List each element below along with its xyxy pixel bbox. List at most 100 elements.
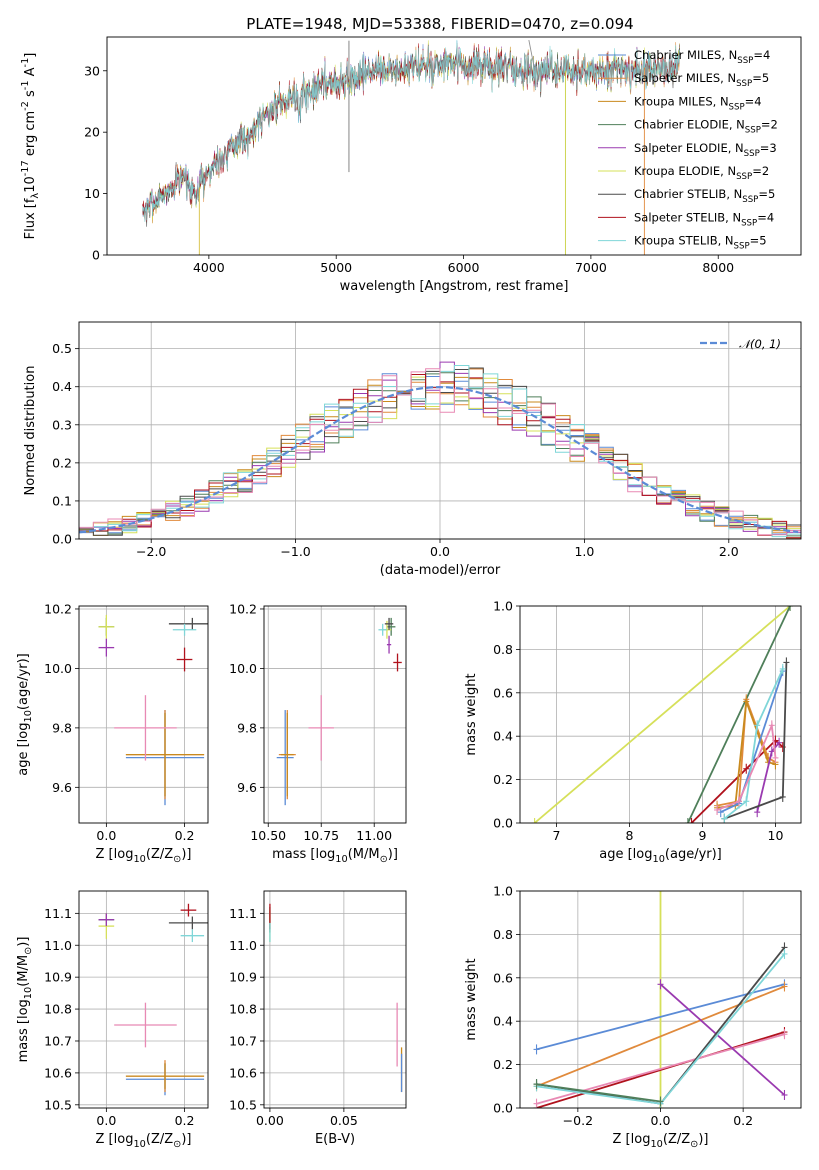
- y-tick-label: 10.0: [229, 661, 257, 676]
- x-axis-label: Z [log10​(Z/Z⊙​)]: [96, 847, 192, 865]
- panel-mass-vs-EBV: 0.00 0.05 10.5 10.6 10.7 10.8 10.9 11.0 11.1 E(B-…: [229, 890, 407, 1147]
- y-tick-label: 10.8: [44, 1002, 72, 1017]
- panel-age-vs-mass: 10.50 10.75 11.00 9.6 9.8 10.0 10.2 mass [log10…: [229, 601, 407, 865]
- x-tick-label: 0.0: [430, 544, 450, 559]
- axes-frame: [263, 890, 407, 1109]
- plot-area: [531, 606, 794, 823]
- y-tick-label: 0.4: [493, 729, 513, 744]
- y-tick-label: 0: [92, 248, 100, 263]
- legend-entry: Kroupa ELODIE, NSSP​=2: [634, 164, 769, 182]
- panel-mass-vs-Z: 0.0 0.2 10.5 10.6 10.7 10.8 10.9 11.0 11.1 Z [log…: [16, 890, 209, 1150]
- y-tick-label: 10.7: [229, 1033, 257, 1048]
- x-tick-label: 8: [626, 828, 634, 843]
- x-tick-label: 0.0: [651, 1113, 671, 1128]
- y-tick-label: 10.6: [44, 1065, 72, 1080]
- figure-title: PLATE=1948, MJD=53388, FIBERID=0470, z=0…: [246, 15, 633, 33]
- legend-entry: 𝒩(0, 1): [739, 337, 781, 351]
- y-tick-label: 30: [84, 63, 100, 78]
- y-tick-label: 10.2: [229, 601, 257, 616]
- legend-entry: Salpeter MILES, NSSP​=5: [634, 71, 769, 89]
- y-tick-label: 10.8: [229, 1002, 257, 1017]
- panel-spectrum: 4000 5000 6000 7000 8000 0 10 20 30 wavelength [A…: [20, 36, 802, 294]
- y-axis-label: mass [log10​(M/M⊙​)]: [16, 937, 34, 1063]
- legend-entry: Chabrier ELODIE, NSSP​=2: [634, 118, 778, 136]
- x-axis-label: wavelength [Angstrom, rest frame]: [340, 279, 569, 294]
- x-tick-label: 9: [698, 828, 706, 843]
- y-tick-label: 0.0: [493, 1101, 513, 1116]
- y-tick-label: 10.2: [44, 601, 72, 616]
- y-tick-label: 10: [84, 186, 100, 201]
- axes-frame: [78, 605, 209, 824]
- weight-line: [723, 668, 784, 820]
- x-tick-label: 7: [553, 828, 561, 843]
- x-tick-label: 10.75: [303, 828, 339, 843]
- x-axis-label: (data-model)/error: [380, 563, 501, 578]
- x-tick-label: 10.50: [250, 828, 286, 843]
- y-tick-label: 11.1: [229, 906, 257, 921]
- axes-frame: [106, 36, 802, 256]
- y-tick-label: 10.6: [229, 1065, 257, 1080]
- x-tick-label: −1.0: [280, 544, 310, 559]
- plot-area: [79, 361, 801, 539]
- legend: Chabrier MILES, NSSP​=4 Salpeter MILES, N…: [598, 48, 778, 252]
- y-tick-label: 0.8: [493, 642, 513, 657]
- legend-entry: Kroupa MILES, NSSP​=4: [634, 94, 762, 112]
- y-tick-label: 9.6: [237, 780, 257, 795]
- axes-frame: [519, 605, 802, 824]
- y-tick-label: 0.5: [52, 341, 72, 356]
- x-tick-label: 0.00: [256, 1113, 284, 1128]
- y-tick-label: 0.2: [493, 1057, 513, 1072]
- x-axis-label: E(B-V): [315, 1132, 355, 1147]
- x-tick-label: 2.0: [719, 544, 739, 559]
- y-axis-label: age [log10​(age/yr)]: [16, 653, 34, 776]
- spectrum-feature: [528, 39, 536, 71]
- x-tick-label: 0.05: [330, 1113, 358, 1128]
- y-tick-label: 0.6: [493, 685, 513, 700]
- weight-line: [536, 1083, 661, 1103]
- y-tick-label: 0.2: [52, 455, 72, 470]
- y-axis-label: mass weight: [464, 673, 479, 755]
- x-tick-label: 0.0: [96, 1113, 116, 1128]
- x-axis-label: mass [log10​(M/M⊙​)]: [272, 847, 398, 865]
- x-tick-label: −0.2: [563, 1113, 593, 1128]
- y-tick-label: 9.8: [52, 720, 72, 735]
- y-tick-label: 1.0: [493, 599, 513, 614]
- y-axis-label: mass weight: [464, 958, 479, 1040]
- y-tick-label: 0.4: [52, 379, 72, 394]
- panel-residuals: −2.0 −1.0 0.0 1.0 2.0 0.0 0.1 0.2 0.3 0.4 0.5 (data…: [23, 321, 802, 578]
- x-tick-label: −2.0: [136, 544, 166, 559]
- weight-line: [536, 1031, 785, 1108]
- axes-frame: [78, 890, 209, 1109]
- y-tick-label: 11.0: [229, 938, 257, 953]
- legend-entry: Kroupa STELIB, NSSP​=5: [634, 234, 767, 252]
- x-tick-label: 0.0: [96, 828, 116, 843]
- weight-line: [534, 606, 791, 823]
- x-axis-label: Z [log10​(Z/Z⊙​)]: [96, 1132, 192, 1150]
- y-axis-label: Flux [fλ​10-17​ erg cm-2​ s-1​ A-1​]: [20, 53, 41, 240]
- plot-area: [533, 891, 788, 1108]
- x-tick-label: 6000: [448, 260, 480, 275]
- y-tick-label: 9.6: [52, 780, 72, 795]
- legend-entry: Chabrier STELIB, NSSP​=5: [634, 187, 775, 205]
- x-tick-label: 7000: [575, 260, 607, 275]
- plot-area: [98, 614, 208, 806]
- y-axis-label: Normed distribution: [23, 366, 38, 496]
- y-tick-label: 0.2: [493, 772, 513, 787]
- weight-line: [687, 606, 791, 823]
- y-tick-label: 9.8: [237, 720, 257, 735]
- panel-weight-vs-age: 7 8 9 10 0.0 0.2 0.4 0.6 0.8 1.0 age [log10​(age/y…: [464, 599, 802, 865]
- x-tick-label: 10: [768, 828, 784, 843]
- plot-area: [269, 903, 403, 1093]
- y-tick-label: 20: [84, 125, 100, 140]
- y-tick-label: 10.0: [44, 661, 72, 676]
- y-tick-label: 0.8: [493, 927, 513, 942]
- y-tick-label: 10.9: [229, 970, 257, 985]
- y-tick-label: 11.1: [44, 906, 72, 921]
- y-tick-label: 0.0: [52, 532, 72, 547]
- weight-line: [716, 721, 777, 811]
- y-tick-label: 10.5: [229, 1097, 257, 1112]
- y-tick-label: 0.3: [52, 417, 72, 432]
- x-axis-label: age [log10​(age/yr)]: [599, 847, 722, 865]
- x-tick-label: 8000: [702, 260, 734, 275]
